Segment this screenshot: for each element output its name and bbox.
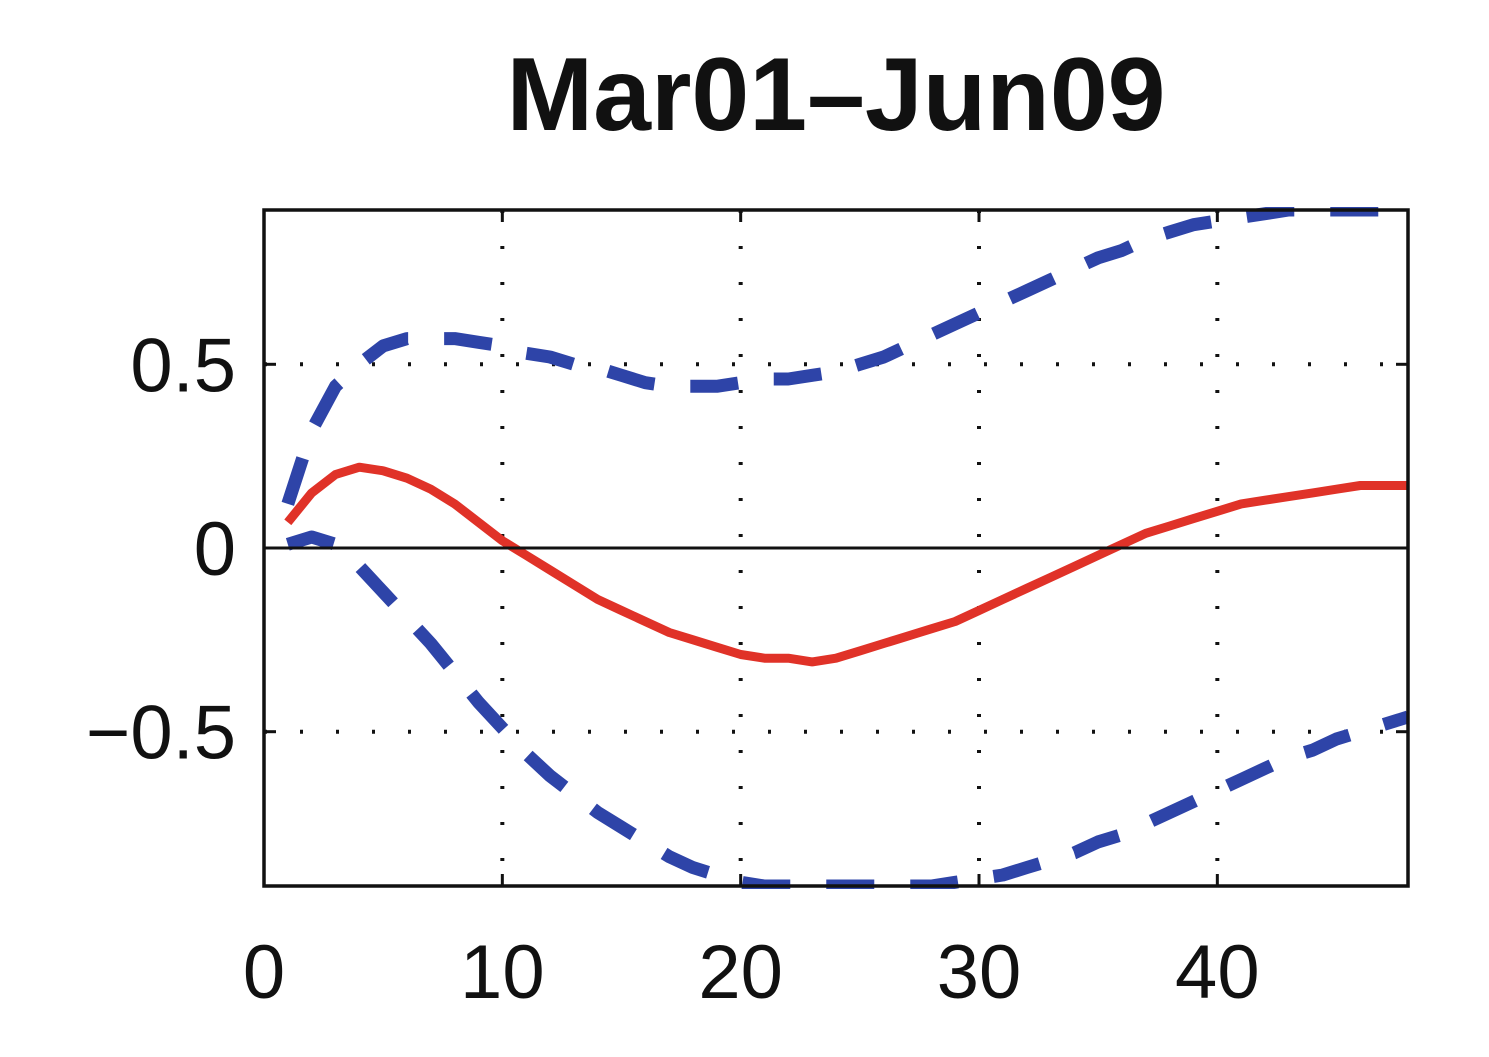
y-tick-label: −0.5 [86, 691, 236, 776]
x-tick-label: 40 [1175, 930, 1260, 1015]
y-tick-label: 0 [194, 507, 236, 592]
axes [262, 208, 1410, 888]
chart-title: Mar01–Jun09 [506, 37, 1165, 153]
series-line-upper-band [281, 207, 1408, 506]
tick-labels: 0 10 20 30 40 −0.5 0 0.5 [86, 323, 1260, 1015]
x-tick-label: 20 [698, 930, 783, 1015]
x-tick-label: 10 [460, 930, 545, 1015]
x-tick-label: 30 [937, 930, 1022, 1015]
series-line-estimate [284, 462, 1408, 667]
series-line-lower-band [285, 530, 1408, 889]
y-tick-label: 0.5 [130, 323, 236, 408]
x-tick-label: 0 [243, 930, 285, 1015]
